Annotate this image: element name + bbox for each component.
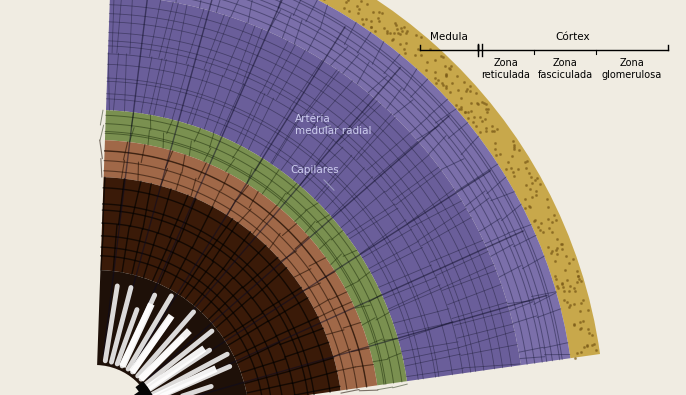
Text: Medula: Medula <box>430 32 468 42</box>
Wedge shape <box>100 177 340 395</box>
Text: Zona
glomerulosa: Zona glomerulosa <box>602 58 662 80</box>
Text: Capilares: Capilares <box>290 165 339 190</box>
Wedge shape <box>104 140 377 391</box>
Wedge shape <box>105 110 407 386</box>
Wedge shape <box>97 270 248 395</box>
Text: Cápsula: Cápsula <box>0 394 1 395</box>
Text: Córtex: Córtex <box>556 32 591 42</box>
Text: Plexo arterial
subcapsular: Plexo arterial subcapsular <box>0 394 1 395</box>
Text: Zona
fasciculada: Zona fasciculada <box>537 58 593 80</box>
Text: Artéria
medular radial: Artéria medular radial <box>295 114 372 136</box>
Wedge shape <box>112 0 600 358</box>
Wedge shape <box>110 0 570 365</box>
Wedge shape <box>106 0 521 381</box>
Text: Zona
reticulada: Zona reticulada <box>482 58 530 80</box>
Text: Veia supra-renal: Veia supra-renal <box>0 394 1 395</box>
